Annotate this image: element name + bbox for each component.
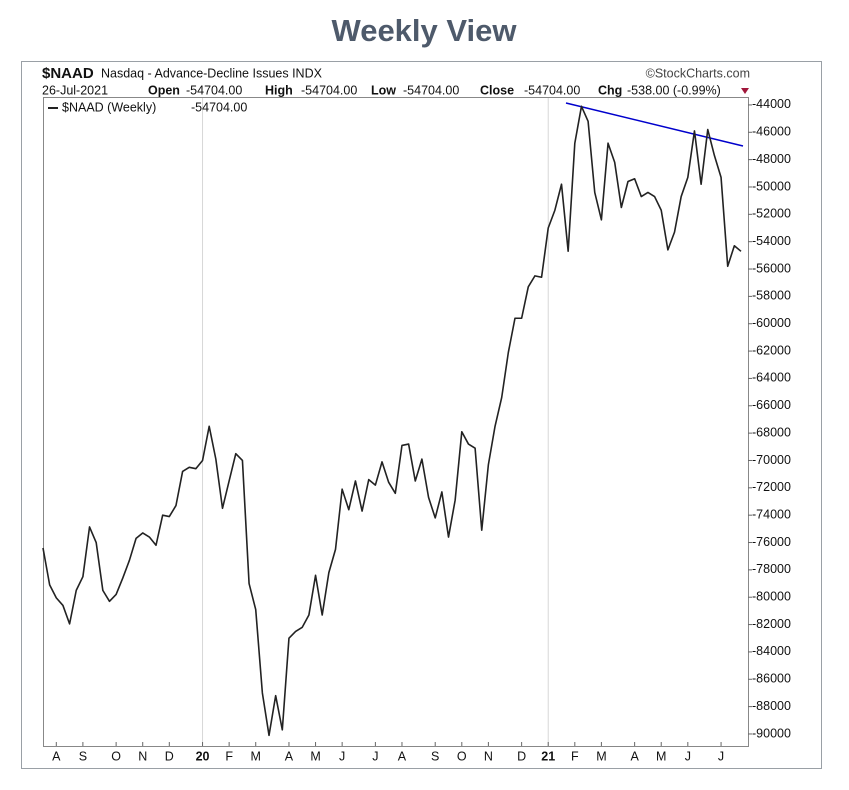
x-tick-label: M xyxy=(596,749,606,763)
y-tick-label: -50000 xyxy=(752,179,791,193)
x-tick-label: S xyxy=(79,749,87,763)
description: Nasdaq - Advance-Decline Issues INDX xyxy=(101,66,323,80)
quote-label: Open xyxy=(148,83,180,97)
y-tick-label: -66000 xyxy=(752,398,791,412)
symbol: $NAAD xyxy=(42,65,94,82)
x-tick-label: O xyxy=(457,749,467,763)
source: ©StockCharts.com xyxy=(646,66,750,80)
quote-value: -54704.00 xyxy=(301,83,357,97)
x-tick-label: A xyxy=(285,749,294,763)
y-tick-label: -76000 xyxy=(752,535,791,549)
y-tick-label: -60000 xyxy=(752,316,791,330)
y-tick-label: -64000 xyxy=(752,371,791,385)
y-tick-label: -72000 xyxy=(752,480,791,494)
quote-value: -54704.00 xyxy=(403,83,459,97)
x-tick-label: 20 xyxy=(196,749,210,763)
x-tick-label: D xyxy=(517,749,526,763)
x-tick-label: J xyxy=(685,749,691,763)
quote-label: Low xyxy=(371,83,396,97)
y-tick-label: -84000 xyxy=(752,644,791,658)
y-tick-label: -86000 xyxy=(752,672,791,686)
y-tick-label: -90000 xyxy=(752,726,791,740)
quote-label: Chg xyxy=(598,83,622,97)
x-tick-label: N xyxy=(138,749,147,763)
y-tick-label: -82000 xyxy=(752,617,791,631)
x-tick-label: M xyxy=(251,749,261,763)
x-tick-label: J xyxy=(718,749,724,763)
y-tick-label: -58000 xyxy=(752,289,791,303)
series-line xyxy=(42,105,742,737)
x-tick-label: A xyxy=(630,749,639,763)
y-tick-label: -68000 xyxy=(752,425,791,439)
legend-value: -54704.00 xyxy=(191,100,247,114)
chart-frame xyxy=(21,61,822,769)
x-tick-label: J xyxy=(372,749,378,763)
x-tick-label: D xyxy=(165,749,174,763)
x-tick-label: N xyxy=(484,749,493,763)
y-tick-label: -48000 xyxy=(752,152,791,166)
y-tick-label: -74000 xyxy=(752,507,791,521)
y-tick-label: -70000 xyxy=(752,453,791,467)
y-tick-label: -46000 xyxy=(752,125,791,139)
y-tick-label: -56000 xyxy=(752,261,791,275)
y-tick-label: -80000 xyxy=(752,590,791,604)
quote-value: -54704.00 xyxy=(524,83,580,97)
quote-value: -538.00 (-0.99%) xyxy=(627,83,721,97)
x-tick-label: J xyxy=(339,749,345,763)
down-arrow xyxy=(741,88,749,94)
x-tick-label: O xyxy=(111,749,121,763)
legend-entry: $NAAD (Weekly) xyxy=(62,100,156,114)
x-tick-label: F xyxy=(225,749,233,763)
plot-frame xyxy=(43,97,749,747)
trend-line xyxy=(565,102,744,147)
x-tick-label: M xyxy=(656,749,666,763)
y-tick-label: -88000 xyxy=(752,699,791,713)
y-tick-label: -62000 xyxy=(752,343,791,357)
y-tick-label: -44000 xyxy=(752,97,791,111)
x-tick-label: A xyxy=(52,749,61,763)
y-tick-label: -54000 xyxy=(752,234,791,248)
x-tick-label: S xyxy=(431,749,439,763)
chart-title: Weekly View xyxy=(332,13,518,48)
y-tick-label: -78000 xyxy=(752,562,791,576)
x-tick-label: A xyxy=(398,749,407,763)
x-tick-label: F xyxy=(571,749,579,763)
x-tick-label: M xyxy=(310,749,320,763)
quote-label: Close xyxy=(480,83,514,97)
quote-value: -54704.00 xyxy=(186,83,242,97)
x-tick-label: 21 xyxy=(541,749,555,763)
quote-label: High xyxy=(265,83,293,97)
y-tick-label: -52000 xyxy=(752,207,791,221)
date: 26-Jul-2021 xyxy=(42,83,108,97)
